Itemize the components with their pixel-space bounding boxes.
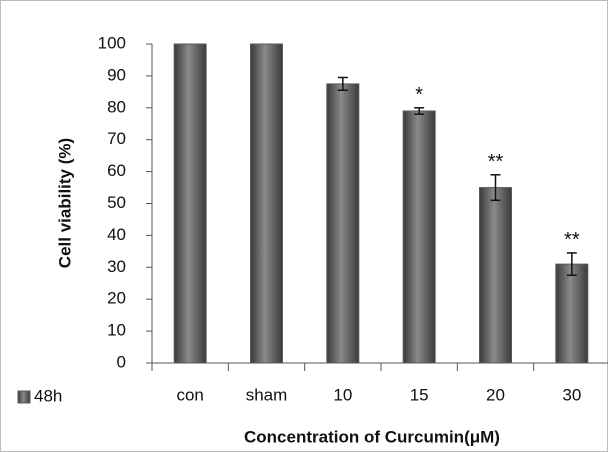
y-tick-label: 80: [107, 97, 126, 116]
y-tick-label: 60: [107, 161, 126, 180]
y-axis-title: Cell viability (%): [55, 138, 74, 268]
bar: [479, 187, 512, 364]
x-tick-label: sham: [246, 385, 288, 404]
y-tick-label: 30: [107, 257, 126, 276]
x-tick-label: 20: [486, 385, 505, 404]
x-tick-label: 30: [562, 385, 581, 404]
error-bar: [337, 76, 348, 92]
bar: [402, 110, 436, 364]
significance-label: *: [415, 84, 423, 106]
bar: [250, 43, 283, 364]
error-bar: [414, 107, 425, 115]
y-tick-label: 10: [107, 321, 126, 340]
legend-swatch: [17, 390, 31, 404]
x-tick-label: 10: [333, 385, 352, 404]
error-bar: [490, 174, 501, 202]
x-tick-label: con: [176, 385, 203, 404]
y-tick-label: 100: [98, 33, 126, 52]
bar: [326, 83, 360, 364]
y-tick-label: 0: [117, 352, 126, 371]
legend-label: 48h: [34, 386, 62, 405]
significance-label: **: [488, 151, 504, 173]
bar: [555, 263, 589, 364]
bar: [173, 43, 207, 364]
y-tick-label: 50: [107, 193, 126, 212]
y-tick-label: 70: [107, 129, 126, 148]
y-tick-label: 20: [107, 289, 126, 308]
x-axis-title: Concentration of Curcumin(μM): [244, 427, 500, 446]
y-tick-label: 40: [107, 225, 126, 244]
significance-label: **: [564, 229, 580, 251]
y-tick-label: 90: [107, 65, 126, 84]
error-bar: [566, 252, 577, 277]
x-tick-label: 15: [410, 385, 429, 404]
